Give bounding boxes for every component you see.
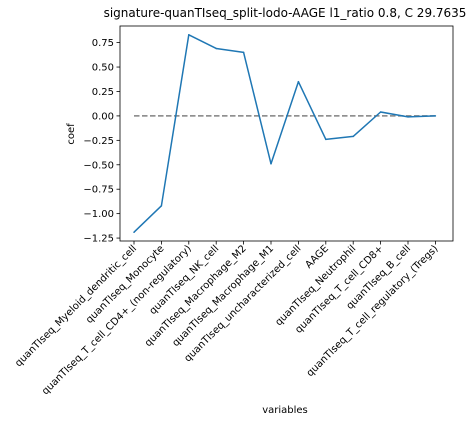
- x-tick-label: quanTIseq_Myeloid_dendritic_cell: [13, 243, 139, 369]
- series-line: [133, 34, 436, 233]
- x-axis-label: variables: [262, 405, 308, 416]
- y-axis: −1.25 −1.00 −0.75 −0.50 −0.25 0.00 0.25 0.50 0.7…: [83, 38, 120, 245]
- y-tick-label: −1.00: [83, 209, 114, 220]
- series-point: [215, 47, 217, 50]
- series-point: [270, 163, 272, 165]
- plot-area-frame: [119, 25, 454, 242]
- series-point: [188, 34, 190, 36]
- series-points: [133, 34, 437, 233]
- y-tick-label: 0.50: [92, 63, 114, 74]
- series-point: [407, 116, 409, 118]
- series-point: [379, 111, 382, 113]
- series-point: [133, 231, 135, 233]
- y-tick-label: 0.75: [92, 38, 114, 49]
- x-tick-label: quanTIseq_Macrophage_M1: [170, 243, 276, 349]
- y-tick-label: −0.50: [83, 160, 114, 171]
- y-tick-label: −0.25: [83, 136, 114, 147]
- series-point: [297, 80, 300, 83]
- x-tick-label: quanTIseq_Macrophage_M2: [143, 243, 249, 349]
- y-tick-label: −0.75: [83, 185, 114, 196]
- series-point: [352, 135, 354, 138]
- y-axis-label: coef: [66, 123, 77, 145]
- y-tick-label: 0.25: [92, 87, 114, 98]
- series-point: [242, 51, 245, 54]
- y-tick-label: −1.25: [83, 234, 114, 245]
- series-point: [160, 205, 163, 207]
- series-point: [325, 138, 327, 141]
- x-axis: quanTIseq_Myeloid_dendritic_cellquanTIse…: [13, 241, 441, 397]
- series-point: [434, 115, 437, 117]
- y-tick-label: 0.00: [92, 111, 114, 122]
- chart-title: signature-quanTIseq_split-lodo-AAGE l1_r…: [104, 6, 467, 20]
